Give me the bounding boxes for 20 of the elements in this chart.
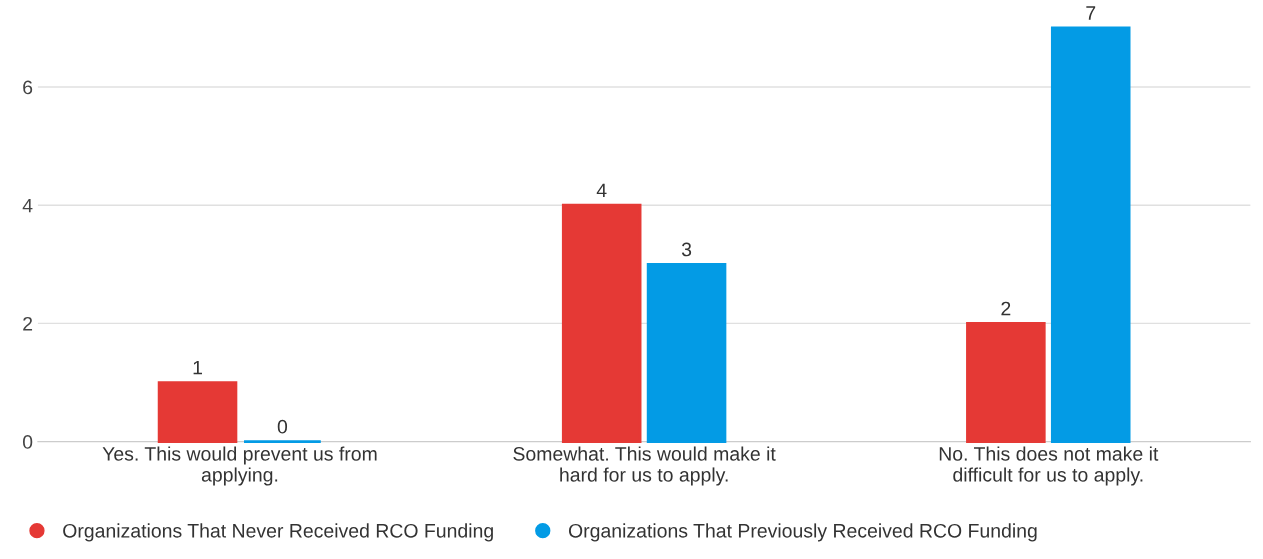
y-tick-label: 4 [22, 198, 33, 213]
x-tick-label: Yes. This would prevent us from applying. [102, 446, 377, 486]
data-label: 7 [1086, 6, 1096, 20]
data-label: 0 [277, 419, 288, 434]
data-label: 1 [193, 360, 202, 375]
bar [646, 262, 727, 443]
bar [966, 322, 1046, 443]
data-label: 3 [681, 242, 692, 257]
bar [561, 203, 642, 443]
y-tick-label: 2 [23, 316, 33, 331]
legend-label: Organizations That Never Received RCO Funding [63, 523, 493, 542]
data-label: 2 [1001, 301, 1011, 316]
x-tick-label: No. This does not make it difficult for us to apply. [939, 446, 1159, 486]
legend-label: Organizations That Previously Received RCO Funding [568, 523, 1037, 542]
x-tick-label: Somewhat. This would make it hard for us to apply. [513, 446, 776, 486]
y-tick-label: 0 [22, 435, 33, 449]
bar [157, 381, 238, 443]
data-label: 4 [596, 183, 607, 198]
y-tick-label: 6 [23, 80, 33, 95]
bar [1050, 26, 1131, 443]
